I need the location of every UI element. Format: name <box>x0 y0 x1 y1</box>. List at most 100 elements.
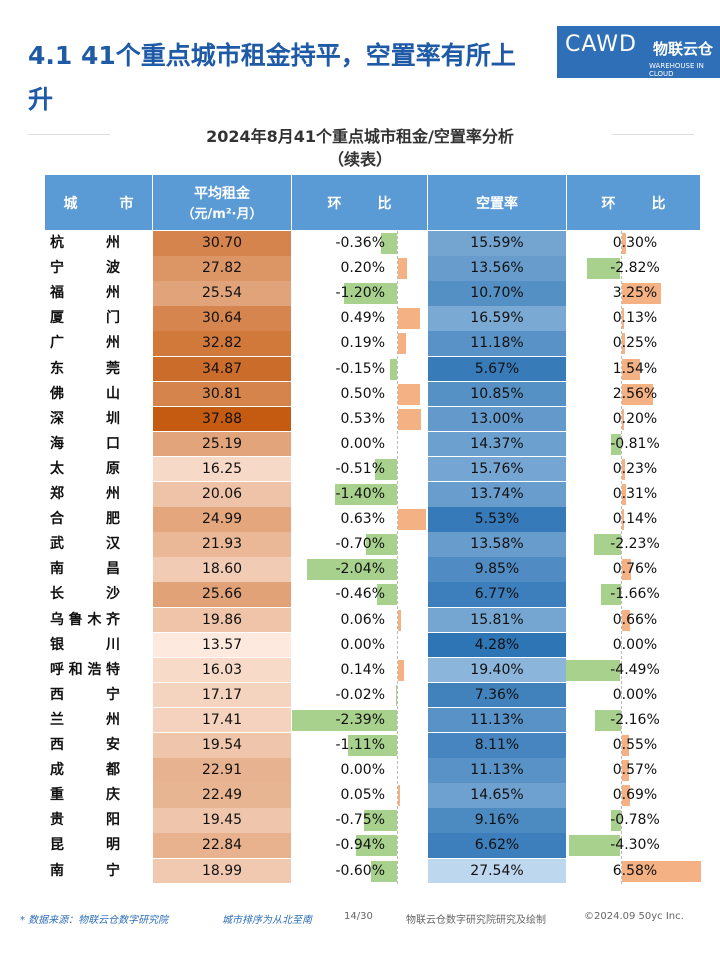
rent-cell: 30.81 <box>153 381 291 407</box>
city: 佛山 <box>50 385 120 402</box>
vacancy-cell: 6.62% <box>428 833 566 858</box>
vacancy-change: 0.13% <box>612 310 658 327</box>
city: 福州 <box>50 285 120 302</box>
city: 昆明 <box>50 837 120 854</box>
rent-cell: 19.54 <box>153 733 291 758</box>
vacancy-change: 0.23% <box>612 460 658 477</box>
vacancy-change-bar <box>622 509 624 531</box>
rent-change-bar <box>396 684 397 706</box>
rent-cell: 30.70 <box>153 231 291 256</box>
vacancy-cell: 14.37% <box>428 431 566 457</box>
city: 长沙 <box>50 586 120 603</box>
rent-change-bar <box>376 584 397 606</box>
vacancy-change: 0.00% <box>612 686 658 703</box>
vacancy-change: -2.23% <box>610 536 660 553</box>
vacancy-change: 0.14% <box>612 511 658 528</box>
col-label: 平均租金 <box>194 186 250 202</box>
rent-cell: 21.93 <box>153 532 291 557</box>
col-label: 环比 <box>601 195 666 212</box>
vacancy-change: -0.81% <box>610 435 660 452</box>
vacancy-change: -0.78% <box>610 812 660 829</box>
vacancy-cell: 13.00% <box>428 406 566 432</box>
col-label: 空置率 <box>476 195 518 212</box>
rent-change: 0.19% <box>340 335 385 352</box>
rent-cell: 22.49 <box>153 783 291 808</box>
rent-change-bar <box>364 810 397 832</box>
slide-title: 4.1 41个重点城市租金持平，空置率有所上升 <box>28 41 516 114</box>
axis-line <box>397 231 398 884</box>
logo-brand: 物联云仓 <box>653 40 714 58</box>
vacancy-cell: 13.74% <box>428 482 566 507</box>
vacancy-cell: 13.58% <box>428 532 566 557</box>
rent-cell: 19.86 <box>153 607 291 633</box>
vacancy-change-bar <box>622 308 624 330</box>
source: * 数据来源：物联云仓数字研究院 <box>20 915 169 926</box>
rent-change-bar <box>398 383 420 405</box>
vacancy-cell: 11.13% <box>428 707 566 733</box>
vacancy-change: -1.66% <box>610 586 660 603</box>
rent-change: -1.11% <box>335 737 385 753</box>
vacancy-cell: 7.36% <box>428 682 566 708</box>
rent-cell: 18.99 <box>153 858 291 884</box>
city: 贵阳 <box>50 812 120 829</box>
city: 合肥 <box>50 511 120 528</box>
credit: 物联云仓数字研究院研究及绘制 <box>406 915 546 926</box>
vacancy-change: -4.30% <box>610 837 660 854</box>
city: 西安 <box>50 737 120 753</box>
rent-cell: 20.06 <box>153 482 291 507</box>
rent-change: -0.15% <box>335 360 385 377</box>
vacancy-change-bar <box>568 835 621 857</box>
city: 乌鲁木齐 <box>50 611 120 628</box>
rent-change: 0.06% <box>340 611 385 628</box>
vacancy-cell: 15.59% <box>428 231 566 256</box>
rent-change-bar <box>355 835 397 857</box>
city: 太原 <box>50 460 120 477</box>
vacancy-change-bar <box>622 333 625 355</box>
vacancy-change-bar <box>622 358 641 380</box>
city: 南宁 <box>50 862 120 879</box>
vacancy-cell: 10.70% <box>428 281 566 306</box>
vacancy-cell: 16.59% <box>428 306 566 331</box>
city: 武汉 <box>50 536 120 553</box>
vacancy-change: 0.25% <box>612 335 658 352</box>
vacancy-change: 2.56% <box>612 385 658 402</box>
rent-change: 0.53% <box>340 410 385 427</box>
vacancy-change-bar <box>622 484 626 505</box>
col-header: 环比 <box>567 175 700 230</box>
vacancy-change: 0.30% <box>612 235 658 251</box>
rent-change-bar <box>348 735 397 756</box>
rent-change-bar <box>370 860 397 882</box>
col-header: 城市 <box>45 175 152 230</box>
rent-change: 0.05% <box>340 787 385 804</box>
table-subtitle: （续表） <box>327 150 392 169</box>
vacancy-cell: 15.76% <box>428 456 566 482</box>
col-header: 平均租金 （元/m²·月） <box>153 175 291 230</box>
rent-change: -1.40% <box>335 486 385 502</box>
rent-cell: 22.91 <box>153 758 291 783</box>
rent-cell: 25.54 <box>153 281 291 306</box>
vacancy-change: -2.82% <box>610 260 660 277</box>
rent-change: -2.04% <box>335 561 385 578</box>
rent-change-bar <box>381 233 397 254</box>
rent-change-bar <box>398 785 401 807</box>
vacancy-cell: 19.40% <box>428 657 566 683</box>
vacancy-change-bar <box>594 709 621 731</box>
vacancy-cell: 11.13% <box>428 758 566 783</box>
vacancy-cell: 5.67% <box>428 356 566 382</box>
rent-change: -1.20% <box>335 285 385 302</box>
rent-change-bar <box>398 333 407 355</box>
city: 南昌 <box>50 561 120 578</box>
vacancy-change: -4.49% <box>610 661 660 678</box>
city: 重庆 <box>50 787 120 804</box>
vacancy-change: 3.25% <box>612 285 658 302</box>
vacancy-change-bar <box>622 760 629 782</box>
logo-brand-en: WAREHOUSE IN CLOUD <box>649 62 704 78</box>
rent-cell: 34.87 <box>153 356 291 382</box>
rent-change: -0.60% <box>335 862 385 879</box>
city: 成都 <box>50 762 120 779</box>
rent-change-bar <box>374 458 397 480</box>
rent-cell: 27.82 <box>153 256 291 281</box>
vacancy-change-bar <box>622 735 629 756</box>
rent-change-bar <box>344 283 397 305</box>
